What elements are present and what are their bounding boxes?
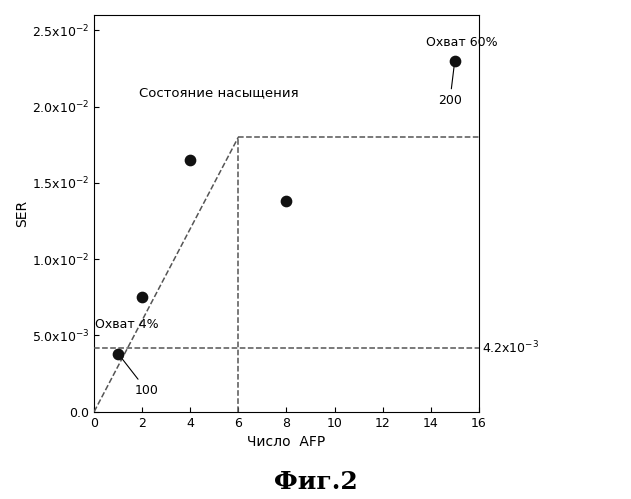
Text: 100: 100 bbox=[120, 356, 159, 397]
Text: Состояние насыщения: Состояние насыщения bbox=[139, 86, 299, 99]
Point bbox=[137, 293, 147, 301]
Point bbox=[113, 350, 123, 358]
Text: Охват 60%: Охват 60% bbox=[426, 35, 497, 48]
Point bbox=[186, 156, 196, 164]
Text: 200: 200 bbox=[438, 63, 462, 107]
Text: Охват 4%: Охват 4% bbox=[95, 318, 159, 331]
X-axis label: Число  AFP: Число AFP bbox=[247, 435, 326, 449]
Text: 4.2x10$^{-3}$: 4.2x10$^{-3}$ bbox=[483, 339, 540, 356]
Text: Фиг.2: Фиг.2 bbox=[274, 470, 357, 494]
Point bbox=[281, 197, 292, 205]
Point bbox=[450, 57, 460, 65]
Y-axis label: SER: SER bbox=[15, 200, 29, 227]
